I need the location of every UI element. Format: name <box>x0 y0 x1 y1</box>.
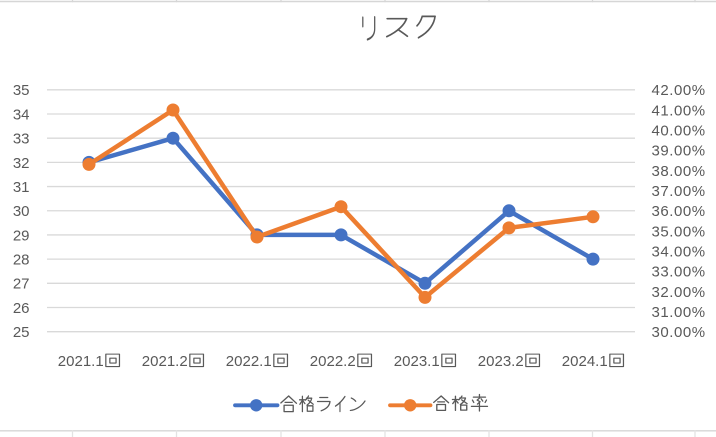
svg-text:30.00%: 30.00% <box>652 324 706 341</box>
svg-text:27: 27 <box>13 276 30 293</box>
svg-text:33: 33 <box>13 131 30 148</box>
svg-text:2021.1: 2021.1 <box>58 353 104 370</box>
svg-text:31.00%: 31.00% <box>652 304 706 321</box>
svg-text:42.00%: 42.00% <box>652 82 706 99</box>
svg-text:35: 35 <box>13 82 30 99</box>
svg-text:35.00%: 35.00% <box>652 223 706 240</box>
svg-text:32: 32 <box>13 155 30 172</box>
svg-text:26: 26 <box>13 300 30 317</box>
svg-text:2022.1: 2022.1 <box>226 353 272 370</box>
svg-text:34.00%: 34.00% <box>652 243 706 260</box>
svg-text:39.00%: 39.00% <box>652 143 706 160</box>
svg-text:37.00%: 37.00% <box>652 183 706 200</box>
svg-text:25: 25 <box>13 324 30 341</box>
svg-text:29: 29 <box>13 227 30 244</box>
svg-text:2023.1: 2023.1 <box>394 353 440 370</box>
svg-text:2024.1: 2024.1 <box>562 353 608 370</box>
svg-text:31: 31 <box>13 179 30 196</box>
svg-text:36.00%: 36.00% <box>652 203 706 220</box>
svg-text:34: 34 <box>13 106 30 123</box>
svg-text:30: 30 <box>13 203 30 220</box>
svg-text:2022.2: 2022.2 <box>310 353 356 370</box>
svg-text:33.00%: 33.00% <box>652 264 706 281</box>
svg-text:2021.2: 2021.2 <box>142 353 188 370</box>
svg-text:38.00%: 38.00% <box>652 163 706 180</box>
svg-text:28: 28 <box>13 252 30 269</box>
svg-text:41.00%: 41.00% <box>652 102 706 119</box>
svg-text:2023.2: 2023.2 <box>478 353 524 370</box>
svg-text:40.00%: 40.00% <box>652 123 706 140</box>
svg-text:32.00%: 32.00% <box>652 284 706 301</box>
